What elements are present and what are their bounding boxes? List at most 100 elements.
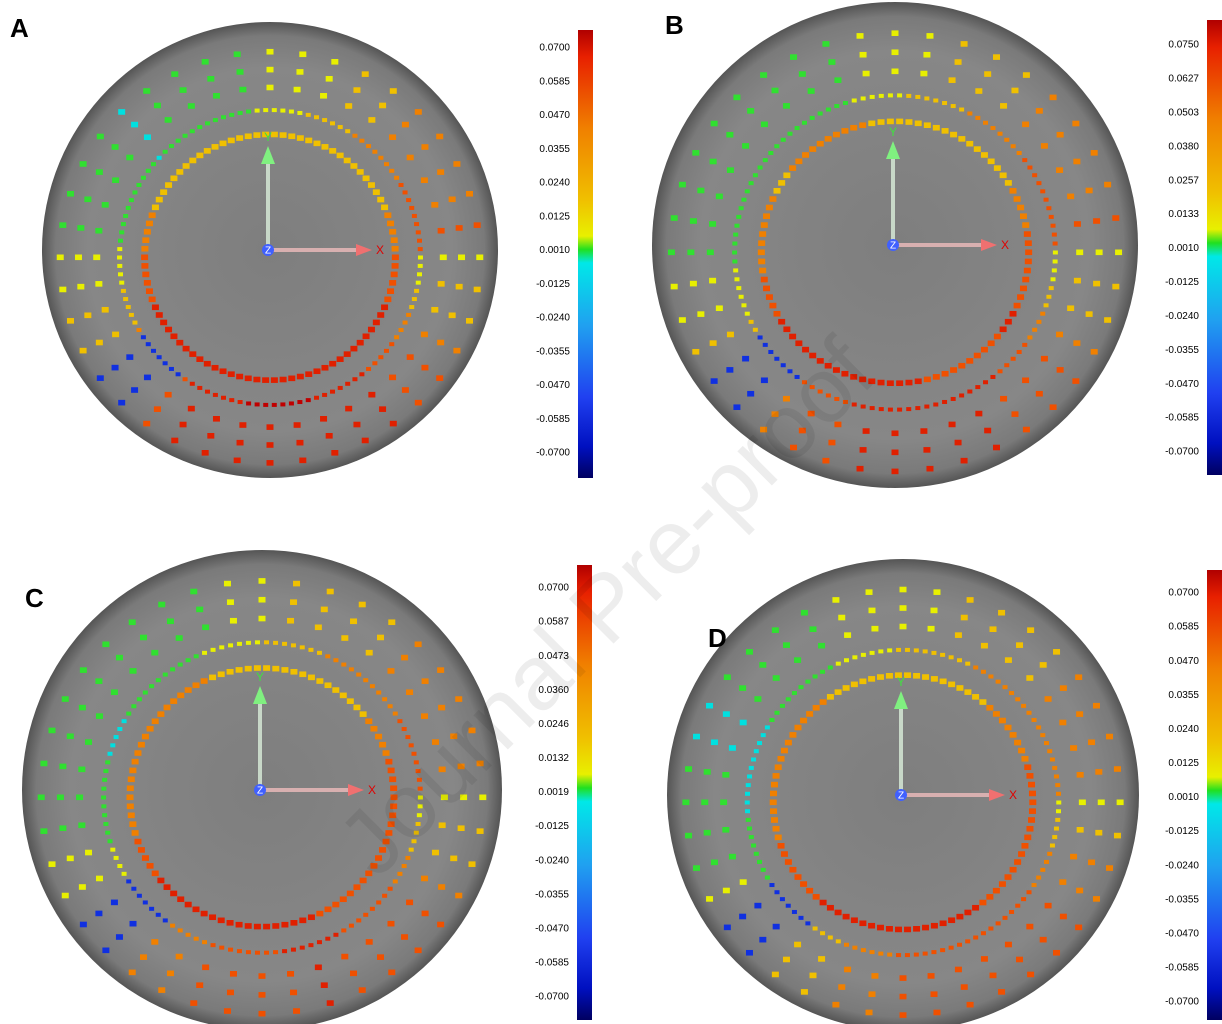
dot [356,673,361,677]
dot [237,642,242,646]
dot [920,428,927,434]
dot [1014,859,1021,865]
dot [1026,675,1033,681]
dot [362,438,369,444]
dot [259,1011,266,1017]
dot [255,109,260,113]
dot [67,191,74,197]
dot [59,287,66,293]
dot [238,400,243,404]
dot [213,118,218,122]
dot [202,940,207,944]
scale-label: -0.0585 [536,414,570,425]
dot [933,403,938,407]
dot [67,856,74,862]
dot [802,152,809,158]
dot [415,948,422,954]
dot [377,954,384,960]
dot [167,971,174,977]
dot [368,392,375,398]
dot [1044,303,1049,307]
dot [314,115,319,119]
dot [340,896,347,902]
dot [931,991,938,997]
dot [810,116,815,120]
dot [732,242,737,246]
dot [679,182,686,188]
dot [1059,879,1066,885]
dot [207,76,214,82]
dot [127,795,134,801]
dot [196,356,203,362]
dot [273,641,278,645]
dot [834,77,841,83]
dot [330,390,335,394]
dot [1022,277,1029,283]
scale-label: -0.0355 [535,889,569,900]
dot [707,250,714,256]
dot [317,651,322,655]
dot [967,597,974,603]
dot [314,396,319,400]
dot [387,668,394,674]
dot [322,393,327,397]
dot [773,924,780,930]
dot [38,795,45,801]
dot [720,800,727,806]
dot [415,400,422,406]
dot [377,197,384,203]
dot [724,925,731,931]
dot [765,725,770,729]
dot [795,159,802,165]
dot [264,640,269,644]
dot [1040,868,1045,872]
dot [979,699,986,705]
dot [753,328,758,332]
dot [329,361,336,367]
dot [325,682,332,688]
dot [338,386,343,390]
scale-label: 0.0700 [539,43,570,54]
dot [77,284,84,290]
scale-label: 0.0585 [539,76,570,87]
dot [711,739,718,745]
dot [79,705,86,711]
dot [315,624,322,630]
dot [1000,396,1007,402]
dot [1047,749,1052,753]
dot [993,445,1000,451]
dot [778,180,785,186]
dot [431,202,438,208]
dot [749,766,754,770]
dot [769,196,776,202]
dot [288,133,295,139]
dot [734,224,739,228]
dot [234,51,241,57]
dot [834,104,839,108]
dot [828,59,835,65]
dot [105,760,110,764]
dot [399,183,404,187]
dot [255,951,260,955]
dot [965,939,970,943]
dot [955,967,962,973]
dot [372,150,377,154]
scale-label: 0.0750 [1168,40,1199,51]
dot [879,94,884,98]
dot [709,278,716,284]
dot [421,332,428,338]
dot [388,970,395,976]
dot [692,349,699,355]
dot [949,422,956,428]
dot [863,428,870,434]
dot [896,953,901,957]
dot [126,155,133,161]
dot [134,750,141,756]
dot [1044,860,1049,864]
dot [188,406,195,412]
dot [826,108,831,112]
dot [813,894,820,900]
dot [391,237,398,243]
dot [900,605,907,611]
dot [290,920,297,926]
